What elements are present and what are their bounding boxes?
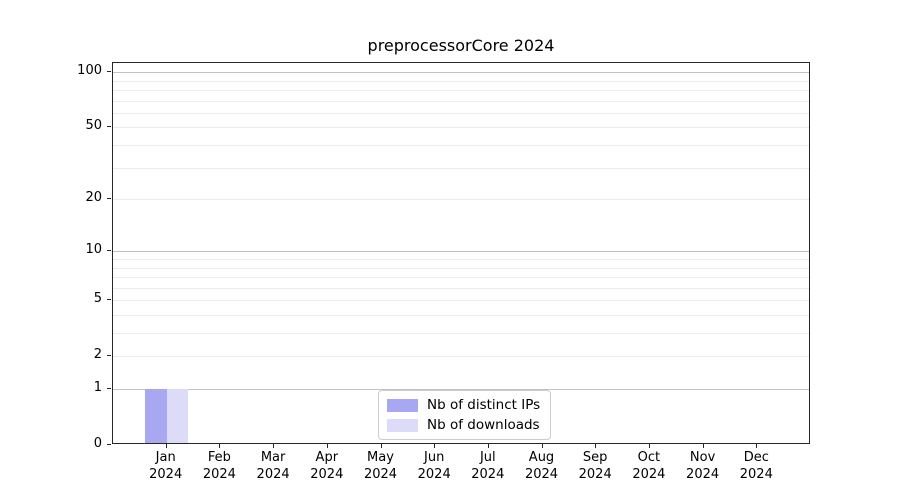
x-tick-year: 2024 xyxy=(417,467,451,482)
gridline-minor xyxy=(113,112,809,114)
x-tick-label: Mar 2024 xyxy=(241,449,305,483)
x-tick-label: Oct 2024 xyxy=(617,449,681,483)
y-tick-label: 20 xyxy=(85,190,102,205)
x-tick-month: Jul xyxy=(479,450,496,465)
gridline-minor xyxy=(113,100,809,102)
y-tick-label: 10 xyxy=(85,242,102,258)
x-tick xyxy=(756,444,758,448)
x-tick-month: Jan xyxy=(155,450,176,465)
y-tick xyxy=(107,355,111,357)
x-tick-month: Sep xyxy=(582,450,608,465)
x-tick-year: 2024 xyxy=(524,467,559,482)
x-tick-month: Aug xyxy=(528,450,555,465)
x-tick xyxy=(595,444,597,448)
x-tick-month: Mar xyxy=(260,450,286,465)
y-tick-label: 5 xyxy=(93,291,102,307)
gridline-minor xyxy=(113,314,809,316)
x-tick-year: 2024 xyxy=(686,467,720,482)
gridline-minor xyxy=(113,287,809,289)
x-tick xyxy=(165,444,167,448)
gridline-minor xyxy=(113,258,809,260)
gridline-minor xyxy=(113,277,809,278)
x-tick xyxy=(648,444,650,448)
x-tick-label: Nov 2024 xyxy=(671,449,735,483)
x-tick-year: 2024 xyxy=(149,467,183,482)
x-tick-label: Jul 2024 xyxy=(456,449,520,483)
gridline-major xyxy=(113,251,809,253)
y-tick xyxy=(107,250,111,252)
y-tick-label: 100 xyxy=(77,63,102,79)
gridline-minor xyxy=(113,127,809,129)
gridline-minor xyxy=(113,89,809,91)
legend-swatch-downloads-icon xyxy=(387,418,418,432)
x-tick-year: 2024 xyxy=(471,467,505,482)
x-tick-label: Feb 2024 xyxy=(187,449,251,483)
x-tick-label: Jan 2024 xyxy=(134,449,198,483)
x-tick xyxy=(541,444,543,448)
y-tick-label: 2 xyxy=(93,347,102,363)
x-tick-year: 2024 xyxy=(739,467,773,482)
gridline-minor xyxy=(113,333,809,334)
legend-label-distinct-ips: Nb of distinct IPs xyxy=(427,397,541,413)
x-tick-month: Apr xyxy=(315,450,339,465)
y-tick xyxy=(107,198,111,199)
x-tick-label: Sep 2024 xyxy=(563,449,627,483)
gridline-minor xyxy=(113,144,809,146)
legend-swatch-distinct-ips-icon xyxy=(387,398,418,412)
x-tick xyxy=(487,444,489,448)
legend-label-downloads: Nb of downloads xyxy=(427,417,540,433)
y-tick xyxy=(107,444,111,445)
gridline-minor xyxy=(113,199,809,200)
x-tick-year: 2024 xyxy=(256,467,290,482)
x-tick-month: Dec xyxy=(743,450,769,465)
x-tick-month: Oct xyxy=(637,450,661,465)
gridline-major xyxy=(113,72,809,74)
x-tick-label: Dec 2024 xyxy=(724,449,788,483)
y-tick xyxy=(107,299,111,301)
x-tick-month: Jun xyxy=(424,450,445,465)
x-tick-label: Jun 2024 xyxy=(402,449,466,483)
y-tick xyxy=(107,71,111,73)
x-tick xyxy=(326,444,328,448)
y-tick xyxy=(107,388,111,389)
x-tick-label: Apr 2024 xyxy=(295,449,359,483)
x-tick xyxy=(219,444,221,448)
x-tick xyxy=(702,444,704,448)
gridline-minor xyxy=(113,80,809,82)
gridline-minor xyxy=(113,267,809,269)
y-tick-label: 0 xyxy=(93,436,102,451)
x-tick-month: May xyxy=(367,450,394,465)
x-tick xyxy=(434,444,436,448)
legend-item-distinct-ips: Nb of distinct IPs xyxy=(387,397,540,413)
bar-nb-of-distinct-ips-jan xyxy=(145,389,167,443)
gridline-minor xyxy=(113,356,809,358)
x-tick-year: 2024 xyxy=(632,467,666,482)
x-tick-month: Feb xyxy=(207,450,231,465)
chart-title: preprocessorCore 2024 xyxy=(367,36,555,55)
x-tick-label: Aug 2024 xyxy=(510,449,574,483)
x-tick-year: 2024 xyxy=(310,467,344,482)
legend: Nb of distinct IPs Nb of downloads xyxy=(378,390,552,440)
bar-nb-of-downloads-jan xyxy=(166,389,189,443)
x-tick xyxy=(380,444,382,448)
gridline-minor xyxy=(113,300,809,302)
x-tick-year: 2024 xyxy=(363,467,398,482)
x-tick-month: Nov xyxy=(689,450,716,465)
legend-item-downloads: Nb of downloads xyxy=(387,417,540,433)
x-tick-year: 2024 xyxy=(578,467,612,482)
gridline-minor xyxy=(113,167,809,169)
x-tick-label: May 2024 xyxy=(349,449,413,483)
y-tick-label: 1 xyxy=(93,380,102,395)
plot-area xyxy=(112,62,810,444)
y-tick xyxy=(107,126,111,128)
x-tick xyxy=(273,444,275,448)
x-tick-year: 2024 xyxy=(202,467,236,482)
y-tick-label: 50 xyxy=(85,118,102,134)
